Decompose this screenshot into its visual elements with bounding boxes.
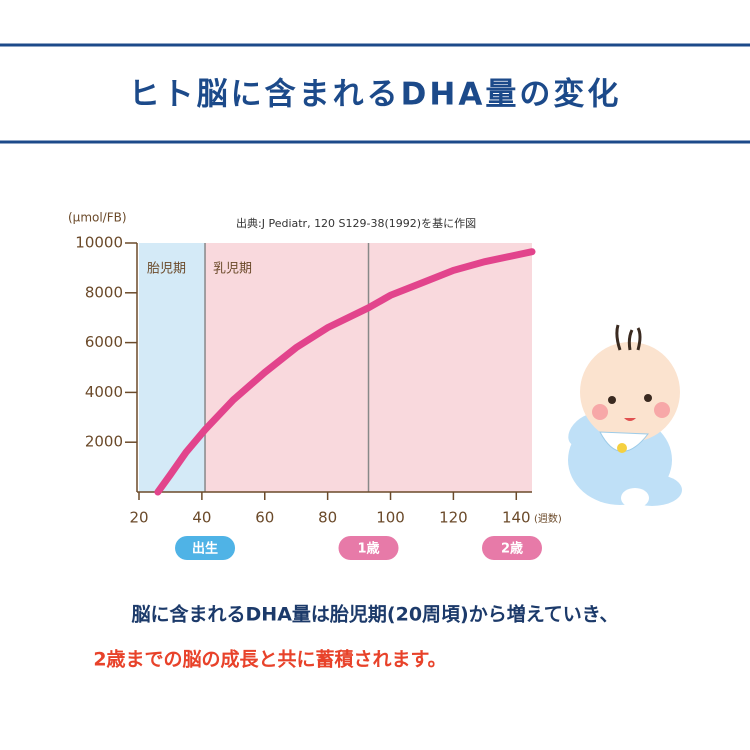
y-tick-label: 10000 — [75, 234, 123, 252]
data-line — [154, 248, 536, 496]
chart: 胎児期 乳児期 2000 4000 6000 8000 10000 20 40 60 80 100 12… — [68, 211, 562, 560]
region-label: 胎児期 — [147, 262, 186, 277]
x-tick-label: 20 — [129, 509, 148, 527]
x-tick-label: 140 — [502, 509, 531, 527]
milestone-label: 2歳 — [501, 541, 523, 557]
milestone-badge — [175, 536, 236, 560]
y-tick-label: 2000 — [85, 433, 123, 451]
milestone-label: 出生 — [192, 541, 218, 557]
milestone-badge — [482, 536, 542, 560]
x-tick-label: 60 — [255, 509, 274, 527]
y-unit: (μmol/FB) — [68, 211, 127, 225]
x-tick-label: 40 — [192, 509, 211, 527]
source: 出典:J Pediatr, 120 S129-38(1992)を基に作図 — [236, 216, 476, 230]
milestone-badge — [338, 536, 399, 560]
x-tick-label: 80 — [318, 509, 337, 527]
y-tick-label: 6000 — [85, 333, 123, 351]
baby-illustration — [568, 324, 682, 508]
caption-line: 脳に含まれるDHA量は胎児期(20周頃)から増えていき、 — [131, 603, 619, 626]
region — [139, 243, 206, 492]
caption-line: 2歳までの脳の成長と共に蓄積されます。 — [93, 648, 446, 671]
y-tick-label: 8000 — [85, 283, 123, 301]
x-unit: (週数) — [534, 512, 562, 525]
milestone-label: 1歳 — [357, 541, 379, 557]
y-tick-label: 4000 — [85, 383, 123, 401]
title: ヒト脳に含まれるDHA量の変化 — [129, 77, 622, 113]
x-tick-label: 120 — [439, 509, 468, 527]
x-tick-label: 100 — [376, 509, 405, 527]
region-label: 乳児期 — [213, 262, 252, 277]
